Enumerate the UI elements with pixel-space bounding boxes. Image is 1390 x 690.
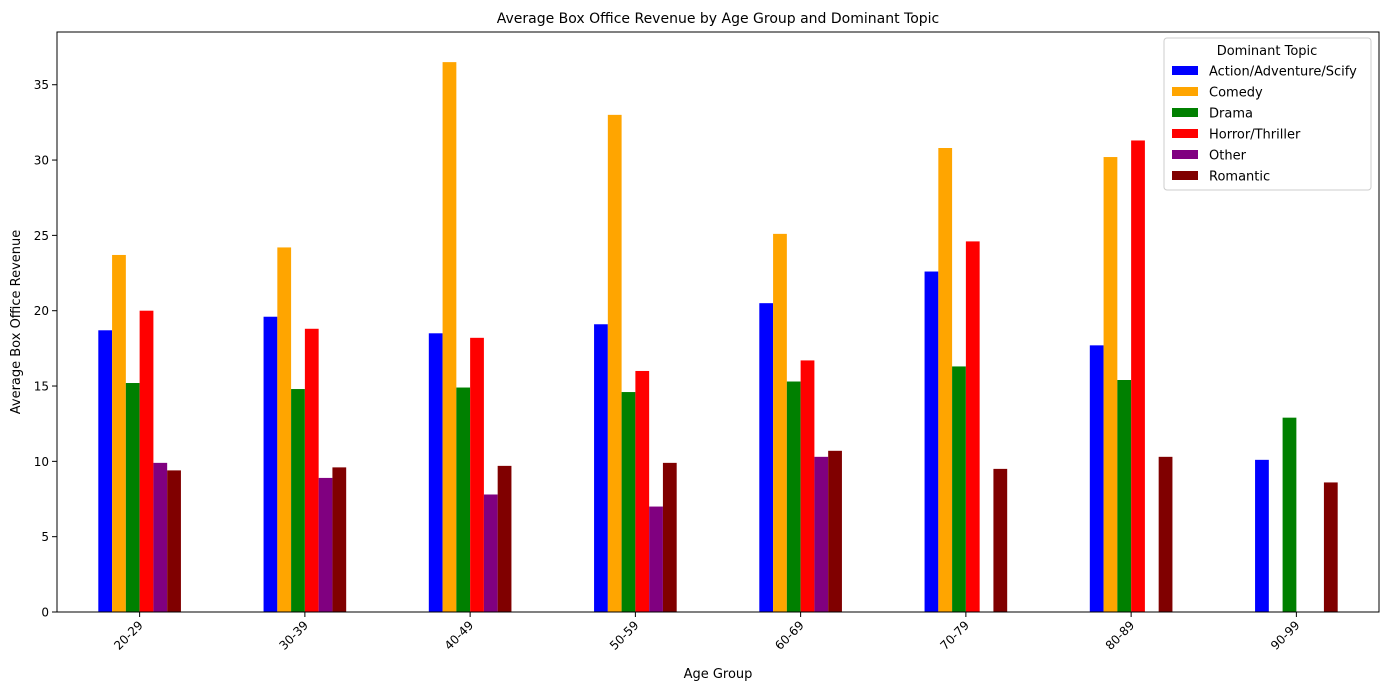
x-tick-label: 20-29 — [111, 618, 146, 653]
y-tick-label: 5 — [41, 530, 49, 544]
bar — [1131, 140, 1145, 612]
bar — [1282, 417, 1297, 612]
chart-title: Average Box Office Revenue by Age Group … — [497, 11, 940, 27]
x-tick-label: 60-69 — [772, 618, 807, 653]
bar — [497, 465, 512, 612]
legend-swatch — [1172, 66, 1198, 75]
bar — [483, 494, 498, 612]
bar — [1103, 157, 1118, 613]
bar — [773, 233, 787, 612]
bar — [139, 310, 154, 612]
y-tick-label: 0 — [41, 606, 49, 620]
legend-swatch — [1172, 108, 1198, 117]
bar — [277, 247, 292, 612]
bar — [153, 462, 168, 612]
legend-swatch — [1172, 150, 1198, 159]
y-axis: 0 5 10 15 20 25 30 35 — [34, 78, 57, 620]
bar — [125, 383, 140, 612]
x-tick-label: 30-39 — [276, 618, 311, 653]
bar — [112, 254, 126, 612]
bar — [594, 324, 608, 612]
legend-box — [1163, 37, 1372, 191]
bar — [828, 450, 842, 612]
bar — [263, 316, 278, 612]
bar — [167, 470, 181, 612]
legend-items: Action/Adventure/Scify Comedy Drama Horror/… — [1172, 65, 1357, 185]
bar — [291, 389, 305, 612]
bar — [456, 387, 471, 612]
y-tick-label: 35 — [34, 78, 49, 92]
y-tick-label: 30 — [34, 154, 49, 168]
bar — [304, 328, 319, 612]
bar — [786, 381, 801, 612]
x-axis-label: Age Group — [684, 667, 753, 682]
bar — [938, 148, 953, 612]
legend-label: Action/Adventure/Scify — [1209, 65, 1357, 80]
x-axis: 20-29 30-39 40-49 50-59 60-69 70-79 80-89 90-99 — [111, 612, 1302, 653]
x-tick-label: 80-89 — [1103, 618, 1138, 653]
bar — [1255, 459, 1269, 612]
bar — [428, 333, 443, 612]
legend-label: Romantic — [1209, 170, 1270, 185]
x-tick-label: 90-99 — [1268, 618, 1303, 653]
legend-label: Drama — [1209, 107, 1253, 122]
legend-label: Horror/Thriller — [1209, 128, 1301, 143]
bar — [470, 337, 484, 612]
y-axis-label: Average Box Office Revenue — [9, 230, 24, 415]
bar — [814, 456, 829, 612]
legend-label: Other — [1209, 149, 1247, 164]
y-tick-label: 25 — [34, 229, 49, 243]
legend-title: Dominant Topic — [1217, 44, 1318, 59]
y-tick-label: 15 — [34, 380, 49, 394]
bar — [607, 114, 622, 613]
bar — [965, 241, 980, 612]
bar — [1117, 380, 1132, 612]
bar — [800, 360, 815, 612]
bar — [952, 366, 966, 612]
bars-layer — [98, 62, 1338, 613]
x-tick-label: 50-59 — [607, 618, 642, 653]
bar — [332, 467, 347, 612]
bar — [759, 303, 774, 612]
bar — [621, 392, 636, 612]
legend-swatch — [1172, 87, 1198, 96]
bar — [1323, 482, 1338, 612]
x-tick-label: 40-49 — [442, 618, 477, 653]
bar — [1089, 345, 1104, 612]
bar — [924, 271, 939, 612]
legend: Dominant Topic Action/Adventure/Scify Com… — [1163, 37, 1372, 191]
y-tick-label: 10 — [34, 455, 49, 469]
bar — [1158, 456, 1173, 612]
bar — [993, 468, 1008, 612]
legend-swatch — [1172, 129, 1198, 138]
bar — [442, 62, 457, 612]
y-tick-label: 20 — [34, 304, 49, 318]
plot-frame — [56, 31, 1380, 613]
bar — [649, 506, 663, 612]
legend-label: Comedy — [1209, 86, 1263, 101]
bar — [662, 462, 677, 612]
bar — [635, 370, 650, 612]
bar — [98, 330, 113, 612]
x-tick-label: 70-79 — [937, 618, 972, 653]
bar — [318, 477, 333, 612]
legend-swatch — [1172, 171, 1198, 180]
